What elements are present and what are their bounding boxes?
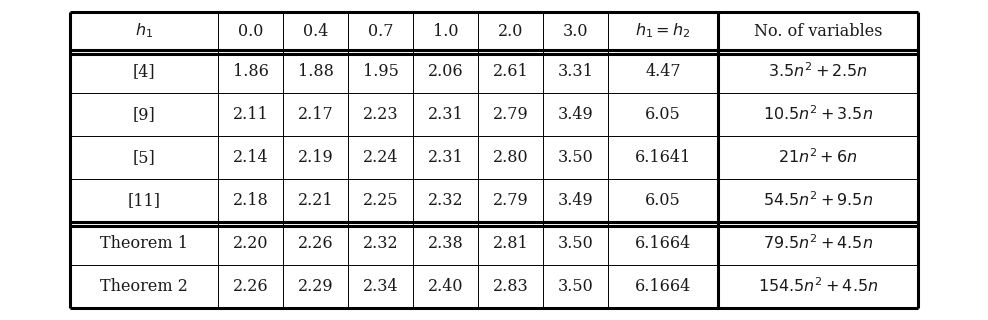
Text: 6.05: 6.05 <box>645 192 681 209</box>
Text: 2.29: 2.29 <box>297 278 333 295</box>
Text: $154.5n^2 + 4.5n$: $154.5n^2 + 4.5n$ <box>758 277 878 296</box>
Text: 2.21: 2.21 <box>297 192 333 209</box>
Text: 0.7: 0.7 <box>368 22 393 39</box>
Text: 2.40: 2.40 <box>428 278 463 295</box>
Text: 6.1664: 6.1664 <box>635 235 692 252</box>
Text: 6.1664: 6.1664 <box>635 278 692 295</box>
Text: 2.79: 2.79 <box>493 192 529 209</box>
Text: 2.79: 2.79 <box>493 106 529 123</box>
Text: 2.34: 2.34 <box>363 278 398 295</box>
Text: 2.32: 2.32 <box>363 235 398 252</box>
Text: Theorem 1: Theorem 1 <box>100 235 188 252</box>
Text: 1.86: 1.86 <box>232 63 269 80</box>
Text: $h_1 = h_2$: $h_1 = h_2$ <box>635 22 691 40</box>
Text: 4.47: 4.47 <box>645 63 681 80</box>
Text: Theorem 2: Theorem 2 <box>100 278 188 295</box>
Text: 3.50: 3.50 <box>557 149 594 166</box>
Text: 2.32: 2.32 <box>428 192 463 209</box>
Text: 1.88: 1.88 <box>297 63 333 80</box>
Text: 2.83: 2.83 <box>493 278 529 295</box>
Text: 2.26: 2.26 <box>233 278 269 295</box>
Text: No. of variables: No. of variables <box>754 22 882 39</box>
Text: 2.81: 2.81 <box>493 235 529 252</box>
Text: 2.26: 2.26 <box>297 235 333 252</box>
Text: 2.20: 2.20 <box>233 235 269 252</box>
Text: 3.49: 3.49 <box>557 106 594 123</box>
Text: $3.5n^2 + 2.5n$: $3.5n^2 + 2.5n$ <box>768 62 868 81</box>
Text: 0.0: 0.0 <box>238 22 263 39</box>
Text: [5]: [5] <box>132 149 155 166</box>
Text: 3.50: 3.50 <box>557 278 594 295</box>
Text: 2.0: 2.0 <box>498 22 524 39</box>
Text: 2.23: 2.23 <box>363 106 398 123</box>
Text: 3.31: 3.31 <box>557 63 594 80</box>
Text: 0.4: 0.4 <box>302 22 328 39</box>
Text: [11]: [11] <box>127 192 160 209</box>
Text: 2.06: 2.06 <box>428 63 463 80</box>
Text: $54.5n^2 + 9.5n$: $54.5n^2 + 9.5n$ <box>763 191 873 210</box>
Text: $79.5n^2 + 4.5n$: $79.5n^2 + 4.5n$ <box>763 234 873 253</box>
Text: 3.50: 3.50 <box>557 235 594 252</box>
Text: $21n^2 + 6n$: $21n^2 + 6n$ <box>779 148 858 167</box>
Text: 1.0: 1.0 <box>433 22 458 39</box>
Text: 2.14: 2.14 <box>233 149 269 166</box>
Text: 2.38: 2.38 <box>428 235 463 252</box>
Text: 3.0: 3.0 <box>563 22 588 39</box>
Text: 2.31: 2.31 <box>428 149 463 166</box>
Text: 2.19: 2.19 <box>297 149 333 166</box>
Text: 3.49: 3.49 <box>557 192 594 209</box>
Text: [9]: [9] <box>132 106 155 123</box>
Text: 6.1641: 6.1641 <box>635 149 692 166</box>
Text: 2.25: 2.25 <box>363 192 398 209</box>
Text: 2.24: 2.24 <box>363 149 398 166</box>
Text: [4]: [4] <box>132 63 155 80</box>
Text: 1.95: 1.95 <box>363 63 398 80</box>
Text: 2.11: 2.11 <box>232 106 269 123</box>
Text: 2.18: 2.18 <box>232 192 269 209</box>
Text: 6.05: 6.05 <box>645 106 681 123</box>
Text: 2.61: 2.61 <box>493 63 529 80</box>
Text: $h_1$: $h_1$ <box>135 22 153 40</box>
Text: $10.5n^2 + 3.5n$: $10.5n^2 + 3.5n$ <box>763 105 873 124</box>
Text: 2.17: 2.17 <box>297 106 333 123</box>
Text: 2.31: 2.31 <box>428 106 463 123</box>
Text: 2.80: 2.80 <box>493 149 529 166</box>
